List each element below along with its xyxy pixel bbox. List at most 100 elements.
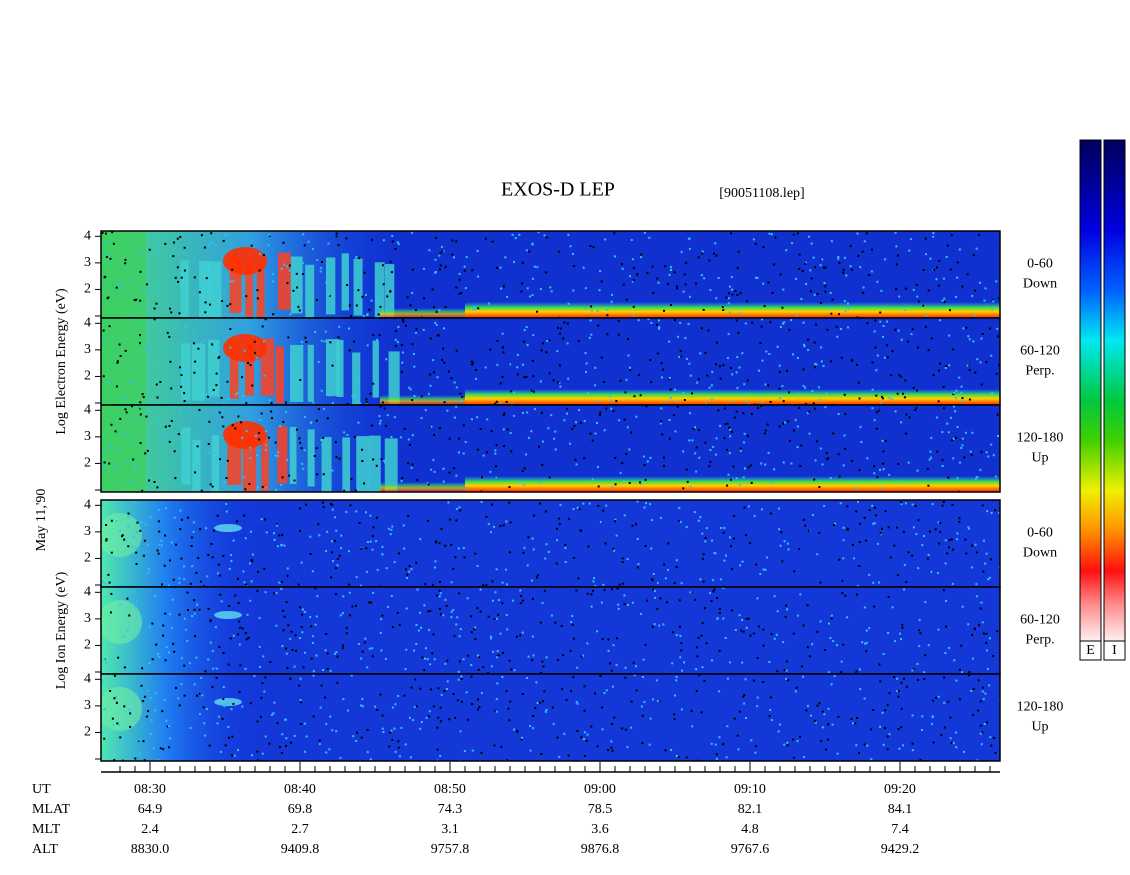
pitch-angle: 60-120 [1020, 613, 1060, 628]
blob [321, 437, 332, 492]
colorbar-box [1079, 640, 1102, 661]
spectrogram-image [101, 587, 1000, 674]
blob [191, 343, 206, 401]
panel-frame [100, 673, 1001, 762]
row-value: 3.1 [441, 822, 459, 837]
low-lat-region [101, 318, 146, 405]
direction: Up [1031, 720, 1048, 735]
blob [372, 340, 379, 398]
row-value: 9876.8 [581, 842, 620, 857]
blob [325, 257, 336, 315]
spectrogram: 2 3 4 [84, 403, 1001, 493]
blob [290, 344, 304, 402]
colorbar-box [1103, 640, 1126, 661]
blob [180, 260, 189, 318]
blob [336, 339, 344, 397]
spectrogram: 2 3 4 [84, 585, 1001, 675]
blob [229, 256, 242, 314]
direction: Perp. [1025, 364, 1054, 379]
blob [275, 346, 284, 404]
blob [223, 334, 267, 362]
spectrogram-image [101, 405, 1000, 492]
y-tick-label: 4 [84, 498, 91, 513]
blob [289, 426, 297, 484]
row-value: 8830.0 [131, 842, 170, 857]
row-name: MLT [32, 822, 61, 837]
y-tick-label: 4 [84, 229, 91, 244]
y-tick-label: 3 [84, 524, 91, 539]
blob [181, 343, 191, 401]
row-value: 2.7 [291, 822, 309, 837]
title: EXOS-D LEP [501, 179, 615, 201]
panel-frame [100, 404, 1001, 493]
colorbar-label: I [1112, 643, 1117, 658]
blob [101, 687, 142, 731]
y-tick-label: 3 [84, 255, 91, 270]
blob [290, 256, 303, 314]
blob [307, 429, 315, 487]
blob [214, 698, 242, 706]
y-tick-label: 3 [84, 611, 91, 626]
blob [192, 439, 201, 492]
energy-band [380, 395, 465, 405]
time-axis: UT 08:30 08:40 08:50 09:00 09:10 09:20 MLAT 64.9… [32, 762, 1000, 857]
spectrogram-image [101, 500, 1000, 587]
row-name: MLAT [32, 802, 71, 817]
blob [101, 513, 142, 557]
spectrogram: 2 3 4 [84, 229, 1001, 319]
blob [341, 253, 349, 311]
row-value: 78.5 [588, 802, 613, 817]
blob [307, 344, 314, 402]
blob [101, 600, 142, 644]
pitch-angle: 0-60 [1027, 257, 1053, 272]
colorbar-label: E [1086, 643, 1095, 658]
date: May 11,'90 [34, 489, 49, 552]
blob [277, 252, 291, 310]
row-value: 08:30 [134, 782, 166, 797]
blob [245, 338, 254, 396]
direction: Down [1023, 277, 1057, 292]
blob [369, 435, 381, 492]
y-tick-label: 4 [84, 585, 91, 600]
low-lat-region [101, 405, 146, 492]
row-value: 09:10 [734, 782, 766, 797]
blob [208, 339, 220, 397]
energy-band [465, 476, 1000, 492]
row-value: 64.9 [138, 802, 163, 817]
blob [211, 435, 220, 492]
y-tick-label: 4 [84, 403, 91, 418]
pitch-angle: 120-180 [1017, 700, 1064, 715]
blob [374, 262, 385, 318]
y-tick-label: 2 [84, 456, 91, 471]
pitch-angle: 120-180 [1017, 431, 1064, 446]
colorbar [1103, 139, 1126, 642]
blob [352, 352, 361, 405]
blob [214, 611, 242, 619]
row-value: 9767.6 [731, 842, 770, 857]
y-tick-label: 4 [84, 316, 91, 331]
row-value: 9429.2 [881, 842, 920, 857]
file-name: [90051108.lep] [719, 186, 804, 201]
direction: Up [1031, 451, 1048, 466]
direction: Down [1023, 546, 1057, 561]
y-tick-label: 4 [84, 672, 91, 687]
y-tick-label: 2 [84, 282, 91, 297]
row-value: 09:20 [884, 782, 916, 797]
plots: Log Electron Energy (eV) 2 3 4 0-60 Down 2 3 4 60… [54, 229, 1064, 762]
pitch-angle: 0-60 [1027, 526, 1053, 541]
row-value: 4.8 [741, 822, 759, 837]
blob [384, 438, 398, 492]
row-value: 3.6 [591, 822, 609, 837]
energy-band [380, 308, 465, 318]
blob [342, 437, 351, 492]
blob [245, 259, 253, 317]
energy-band [465, 389, 1000, 405]
energy-band [465, 302, 1000, 318]
blob [261, 439, 269, 492]
row-name: UT [32, 782, 51, 797]
y-axis-label: Log Electron Energy (eV) [54, 288, 69, 435]
y-tick-label: 2 [84, 551, 91, 566]
y-tick-label: 3 [84, 429, 91, 444]
spectrogram-image [101, 674, 1000, 761]
blob [223, 247, 267, 275]
